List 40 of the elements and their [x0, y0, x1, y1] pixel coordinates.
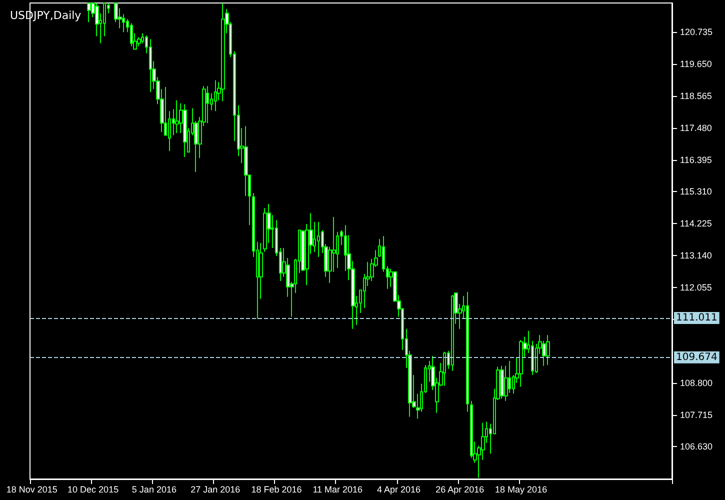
y-tick-label: 119.650 — [680, 59, 712, 70]
x-tick-label: 26 Apr 2016 — [436, 484, 484, 494]
candlestick — [317, 221, 320, 258]
y-tick-label: 107.715 — [680, 410, 713, 420]
y-tick-label: 112.055 — [680, 282, 712, 292]
candlestick — [130, 22, 133, 47]
candlestick — [183, 104, 187, 158]
x-tick-label: 4 Apr 2016 — [376, 484, 421, 494]
x-tick-label: 18 Nov 2015 — [6, 484, 58, 494]
y-tick-label: 115.310 — [680, 186, 712, 197]
y-tick-label: 117.480 — [680, 122, 712, 133]
y-tick-label: 120.735 — [680, 27, 713, 38]
x-tick-label: 5 Jan 2016 — [132, 484, 176, 494]
x-tick-label: 27 Jan 2016 — [190, 484, 240, 494]
x-tick-label: 10 Dec 2015 — [68, 484, 119, 494]
candlestick — [500, 365, 504, 400]
candlestick — [504, 365, 508, 402]
candlestick — [206, 86, 209, 124]
candlestick — [519, 340, 523, 388]
candlestick — [175, 100, 179, 134]
ref-line-label: 111.011 — [676, 312, 718, 324]
y-tick-label: 116.395 — [680, 154, 712, 165]
candlestick — [263, 208, 267, 252]
candlestick — [443, 351, 446, 386]
candlestick — [546, 334, 550, 366]
candlestick — [466, 291, 469, 412]
y-tick-label: 114.225 — [680, 218, 712, 229]
ref-line-label: 109.674 — [676, 352, 718, 363]
y-tick-label: 113.140 — [680, 250, 712, 260]
y-tick-label: 118.565 — [680, 90, 712, 101]
x-tick-label: 18 May 2016 — [495, 484, 548, 494]
y-tick-label: 106.630 — [680, 442, 713, 452]
candlestick — [137, 36, 141, 47]
candlestick — [149, 38, 152, 93]
x-tick-label: 11 Mar 2016 — [312, 484, 363, 494]
candlestick — [221, 2, 225, 102]
y-tick-label: 108.800 — [680, 378, 713, 388]
candlestick — [451, 294, 454, 372]
x-tick-label: 18 Feb 2016 — [251, 484, 302, 494]
candlestick — [214, 80, 217, 112]
